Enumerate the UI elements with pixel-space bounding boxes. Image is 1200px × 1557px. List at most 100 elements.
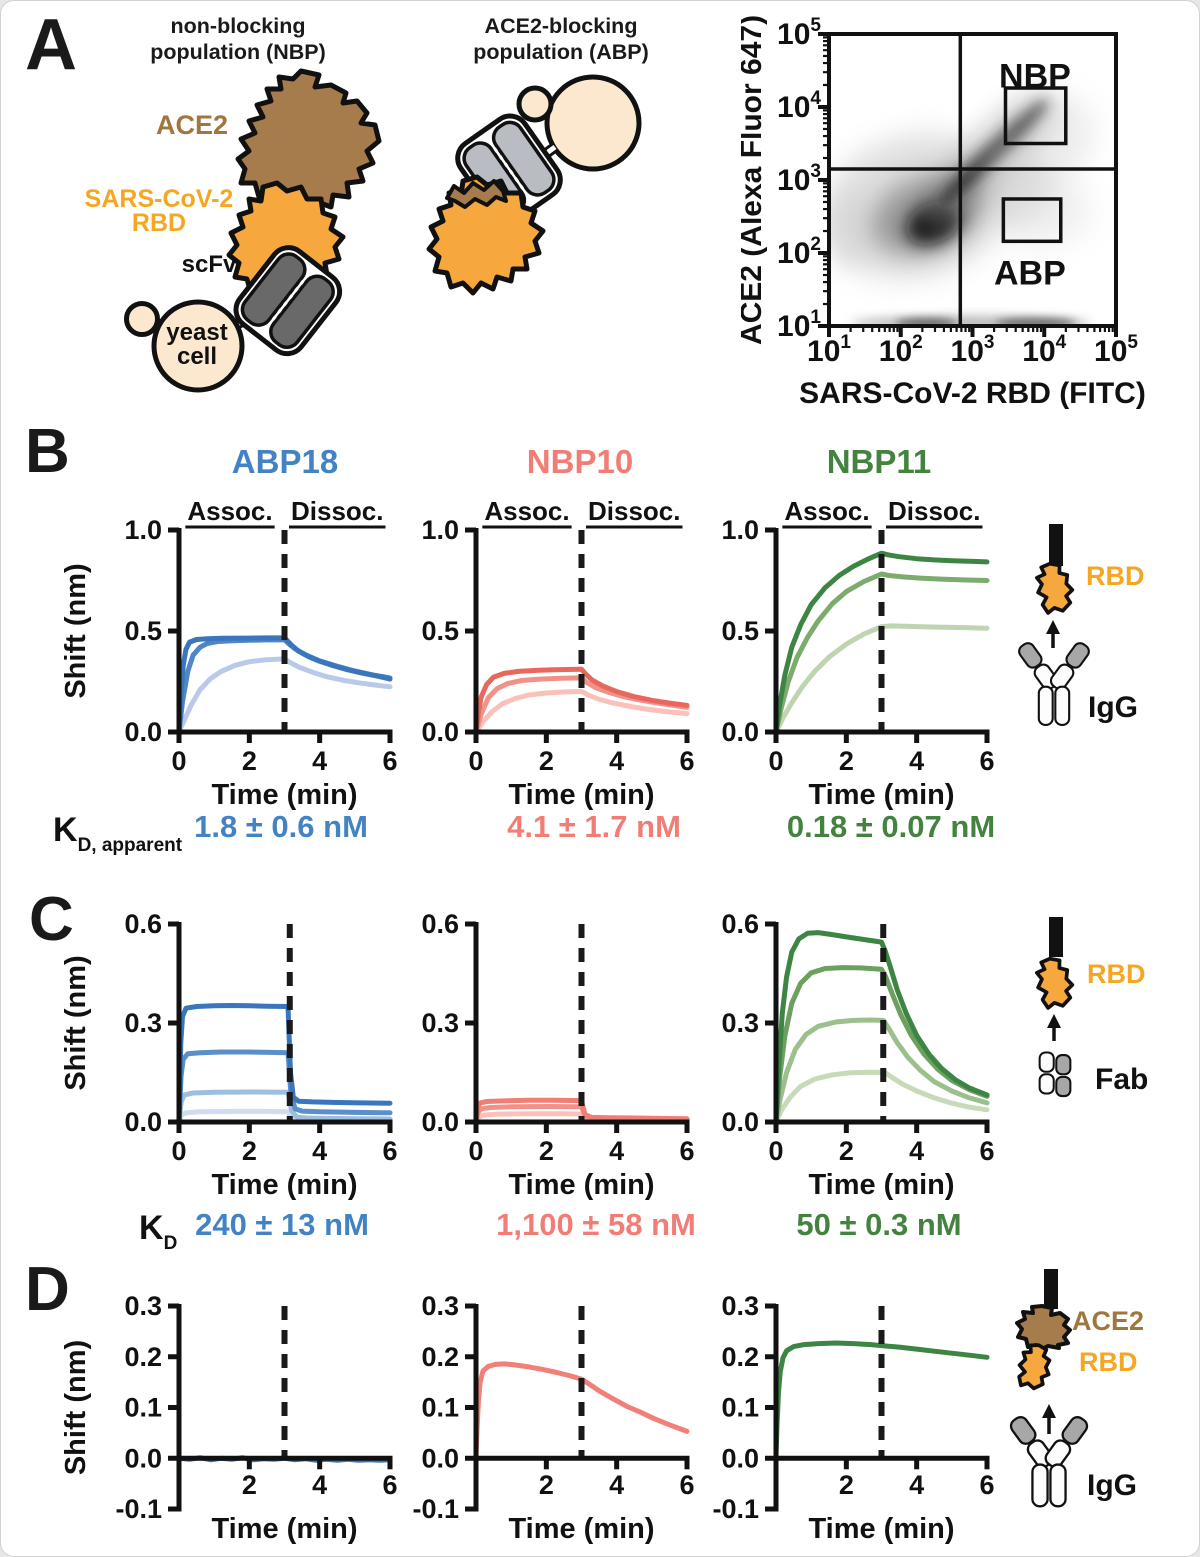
yeast-display-cartoons: [124, 68, 642, 393]
svg-text:Shift (nm): Shift (nm): [61, 563, 92, 698]
svg-text:0: 0: [171, 746, 186, 776]
kd-value-nbp11: 0.18 ± 0.07 nM: [786, 809, 996, 844]
svg-text:ABP: ABP: [994, 254, 1066, 292]
svg-text:0.3: 0.3: [124, 1291, 162, 1321]
svg-text:-0.1: -0.1: [115, 1494, 162, 1524]
svg-text:Time (min): Time (min): [211, 1169, 357, 1201]
fab-icon-label: Fab: [1095, 1063, 1149, 1096]
svg-text:Dissoc.: Dissoc.: [291, 496, 384, 526]
kd-value-nbp11-fab: 50 ± 0.3 nM: [796, 1207, 962, 1242]
rbd-icon-label: RBD: [1086, 561, 1145, 591]
sensorgram-nbp11-fab: 0.0 0.3 0.6 0 2 4 6 Time (min): [721, 909, 994, 1201]
sensorgram-abp18-igg: 0.0 0.5 1.0 0 2 4 6 Time (min) Shift (nm) Assoc. D…: [61, 496, 398, 811]
svg-text:SARS-CoV-2 RBD (FITC): SARS-CoV-2 RBD (FITC): [799, 377, 1146, 410]
sensorgram-abp18-ace2rbd: -0.1 0.0 0.1 0.2 0.3 2 4 6 Time (min) Shift (nm): [61, 1291, 398, 1545]
kd-label: KD: [139, 1209, 178, 1254]
svg-text:104: 104: [1022, 332, 1066, 368]
svg-text:Time (min): Time (min): [808, 1513, 954, 1545]
biosensor-schematic-ace2-rbd-igg: [1009, 1269, 1089, 1508]
svg-text:-0.1: -0.1: [412, 1494, 459, 1524]
svg-text:0: 0: [768, 1136, 783, 1166]
svg-text:103: 103: [777, 161, 821, 197]
svg-text:0.6: 0.6: [124, 909, 162, 939]
svg-text:2: 2: [242, 746, 257, 776]
svg-text:2: 2: [539, 746, 554, 776]
svg-text:0.3: 0.3: [421, 1291, 459, 1321]
svg-text:2: 2: [539, 1470, 554, 1500]
svg-text:6: 6: [679, 746, 694, 776]
svg-text:1.0: 1.0: [721, 515, 759, 545]
svg-text:0.5: 0.5: [421, 616, 459, 646]
svg-text:0.3: 0.3: [721, 1008, 759, 1038]
svg-text:Shift (nm): Shift (nm): [61, 1340, 92, 1475]
sensorgram-nbp10-ace2rbd: -0.1 0.0 0.1 0.2 0.3 2 4 6 Time (min): [412, 1291, 694, 1545]
svg-text:0.0: 0.0: [124, 1443, 162, 1473]
panel-label-a: A: [25, 5, 77, 85]
svg-text:0.2: 0.2: [124, 1342, 162, 1372]
svg-text:Shift (nm): Shift (nm): [61, 955, 92, 1090]
svg-text:0: 0: [171, 1136, 186, 1166]
abp-cartoon: [429, 74, 642, 293]
rbd-blob-icon: [1034, 561, 1075, 615]
svg-text:0.1: 0.1: [721, 1393, 759, 1423]
svg-text:6: 6: [979, 1136, 994, 1166]
svg-text:4: 4: [909, 746, 924, 776]
svg-text:103: 103: [951, 332, 995, 368]
svg-text:0: 0: [468, 746, 483, 776]
svg-text:4: 4: [609, 1136, 624, 1166]
svg-text:Time (min): Time (min): [211, 779, 357, 811]
svg-text:2: 2: [242, 1136, 257, 1166]
svg-text:4: 4: [312, 1470, 327, 1500]
ace2-icon-label: ACE2: [1072, 1306, 1145, 1336]
svg-text:0.0: 0.0: [421, 1107, 459, 1137]
sensor-tip-icon: [1049, 524, 1063, 566]
svg-text:0.6: 0.6: [721, 909, 759, 939]
svg-text:6: 6: [979, 1470, 994, 1500]
svg-text:4: 4: [609, 746, 624, 776]
svg-text:0.3: 0.3: [421, 1008, 459, 1038]
svg-text:0.0: 0.0: [124, 1107, 162, 1137]
svg-text:Assoc.: Assoc.: [484, 496, 569, 526]
svg-text:0.2: 0.2: [421, 1342, 459, 1372]
svg-text:4: 4: [609, 1470, 624, 1500]
ace2-patch-icon: [445, 179, 508, 209]
svg-text:6: 6: [679, 1136, 694, 1166]
svg-text:0.5: 0.5: [124, 616, 162, 646]
svg-text:0.0: 0.0: [721, 1443, 759, 1473]
rbd-icon-label: RBD: [1087, 959, 1146, 989]
svg-text:0.0: 0.0: [124, 717, 162, 747]
svg-text:6: 6: [679, 1470, 694, 1500]
scfv-label: scFv: [181, 251, 237, 278]
yeast-bud-icon: [516, 85, 554, 123]
svg-text:Time (min): Time (min): [808, 779, 954, 811]
svg-text:105: 105: [1094, 332, 1138, 368]
panel-label-c: C: [29, 885, 74, 954]
up-arrow-icon: [1042, 1404, 1056, 1434]
biosensor-schematic-fab: [1034, 917, 1075, 1098]
svg-text:Assoc.: Assoc.: [784, 496, 869, 526]
svg-text:-0.1: -0.1: [712, 1494, 759, 1524]
svg-text:Time (min): Time (min): [508, 1169, 654, 1201]
svg-text:Time (min): Time (min): [211, 1513, 357, 1545]
svg-text:0.6: 0.6: [421, 909, 459, 939]
column-title-nbp10: NBP10: [526, 443, 634, 480]
nbp-cartoon: [124, 68, 382, 393]
nbp-cartoon-title: non-blocking population (NBP): [150, 14, 326, 64]
sensorgram-nbp10-fab: 0.0 0.3 0.6 0 2 4 6 Time (min): [421, 909, 694, 1201]
svg-text:0: 0: [768, 746, 783, 776]
svg-text:0.1: 0.1: [421, 1393, 459, 1423]
sensor-tip-icon: [1044, 1269, 1058, 1309]
up-arrow-icon: [1046, 620, 1060, 648]
svg-text:0.1: 0.1: [124, 1393, 162, 1423]
igg-antibody-icon: [1009, 1416, 1089, 1508]
igg-icon-label: IgG: [1088, 691, 1138, 724]
svg-text:Time (min): Time (min): [508, 779, 654, 811]
svg-text:101: 101: [777, 307, 821, 343]
svg-text:2: 2: [539, 1136, 554, 1166]
svg-text:6: 6: [382, 746, 397, 776]
ace2-label: ACE2: [155, 110, 229, 140]
svg-text:4: 4: [312, 746, 327, 776]
yeast-cell-icon: [151, 299, 245, 393]
svg-text:Time (min): Time (min): [508, 1513, 654, 1545]
